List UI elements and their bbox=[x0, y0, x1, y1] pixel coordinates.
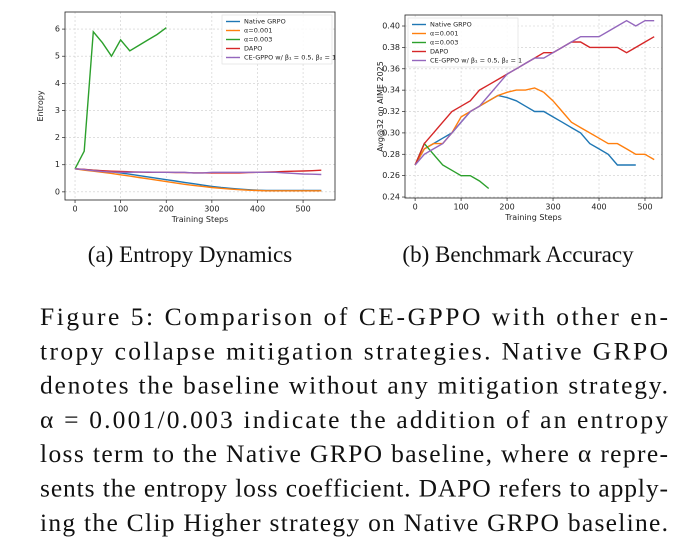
caption-line: loss term to the Native GRPO baseline, w… bbox=[40, 439, 668, 468]
y-tick-label: 0.30 bbox=[382, 128, 400, 137]
legend-label: DAPO bbox=[244, 45, 262, 53]
x-tick-label: 100 bbox=[453, 203, 468, 212]
caption-line: tropy collapse mitigation strategies. Na… bbox=[40, 336, 668, 365]
plot-frame bbox=[404, 14, 663, 199]
subcaption: (a) Entropy Dynamics bbox=[88, 242, 292, 267]
x-tick-label: 200 bbox=[499, 203, 514, 212]
y-tick-label: 0.40 bbox=[382, 22, 400, 31]
legend-box bbox=[407, 17, 519, 68]
y-tick-label: 5 bbox=[55, 52, 60, 61]
legend-box bbox=[221, 14, 333, 65]
y-tick-label: 3 bbox=[55, 106, 60, 115]
x-tick-label: 500 bbox=[637, 203, 652, 212]
y-tick-label: 4 bbox=[55, 79, 60, 88]
y-tick-label: 0.28 bbox=[382, 150, 400, 159]
series-line bbox=[74, 168, 322, 176]
legend-label: α=0.001 bbox=[430, 30, 458, 38]
legend-label: CE-GPPO w/ β₁ = 0.5, β₂ = 1 bbox=[244, 54, 336, 62]
y-tick-label: 1 bbox=[55, 160, 60, 169]
x-tick-label: 400 bbox=[591, 203, 606, 212]
series-line bbox=[414, 19, 655, 166]
caption-line: Figure 5: Comparison of CE-GPPO with oth… bbox=[40, 302, 668, 331]
series-line bbox=[414, 142, 490, 190]
y-tick-label: 0 bbox=[55, 187, 60, 196]
x-tick-label: 200 bbox=[159, 205, 174, 214]
x-tick-label: 0 bbox=[413, 203, 418, 212]
legend-label: Native GRPO bbox=[244, 18, 286, 26]
caption-line: denotes the baseline without any mitigat… bbox=[40, 371, 668, 400]
y-tick-label: 0.26 bbox=[382, 171, 400, 180]
subcaption: (b) Benchmark Accuracy bbox=[402, 242, 634, 267]
series-line bbox=[414, 87, 655, 166]
legend-label: CE-GPPO w/ β₁ = 0.5, β₂ = 1 bbox=[430, 57, 522, 65]
plot-frame bbox=[64, 11, 336, 201]
legend-label: α=0.003 bbox=[244, 36, 272, 44]
caption-line: ing the Clip Higher strategy on Native G… bbox=[40, 508, 668, 537]
y-axis-label: Avg@32 on AIME 2025 bbox=[376, 61, 385, 152]
x-tick-label: 300 bbox=[545, 203, 560, 212]
y-tick-label: 0.34 bbox=[382, 86, 400, 95]
x-tick-label: 100 bbox=[113, 205, 128, 214]
legend-label: Native GRPO bbox=[430, 21, 472, 29]
series-line bbox=[74, 27, 167, 170]
legend-label: α=0.003 bbox=[430, 39, 458, 47]
caption-line: sents the entropy loss coefficient. DAPO… bbox=[40, 474, 668, 503]
x-tick-label: 400 bbox=[250, 205, 265, 214]
y-tick-label: 0.32 bbox=[382, 107, 400, 116]
x-axis-label: Training Steps bbox=[171, 215, 229, 224]
y-tick-label: 6 bbox=[55, 25, 60, 34]
caption-line: α = 0.001/0.003 indicate the addition of… bbox=[40, 405, 668, 434]
x-tick-label: 0 bbox=[72, 205, 77, 214]
legend-label: α=0.001 bbox=[244, 27, 272, 35]
series-line bbox=[74, 168, 322, 192]
y-tick-label: 0.38 bbox=[382, 43, 400, 52]
x-axis-label: Training Steps bbox=[504, 213, 562, 222]
y-tick-label: 0.24 bbox=[382, 193, 400, 202]
y-tick-label: 0.36 bbox=[382, 64, 400, 73]
x-tick-label: 500 bbox=[295, 205, 310, 214]
y-tick-label: 2 bbox=[55, 133, 60, 142]
y-axis-label: Entropy bbox=[36, 90, 45, 121]
legend-label: DAPO bbox=[430, 48, 448, 56]
x-tick-label: 300 bbox=[204, 205, 219, 214]
